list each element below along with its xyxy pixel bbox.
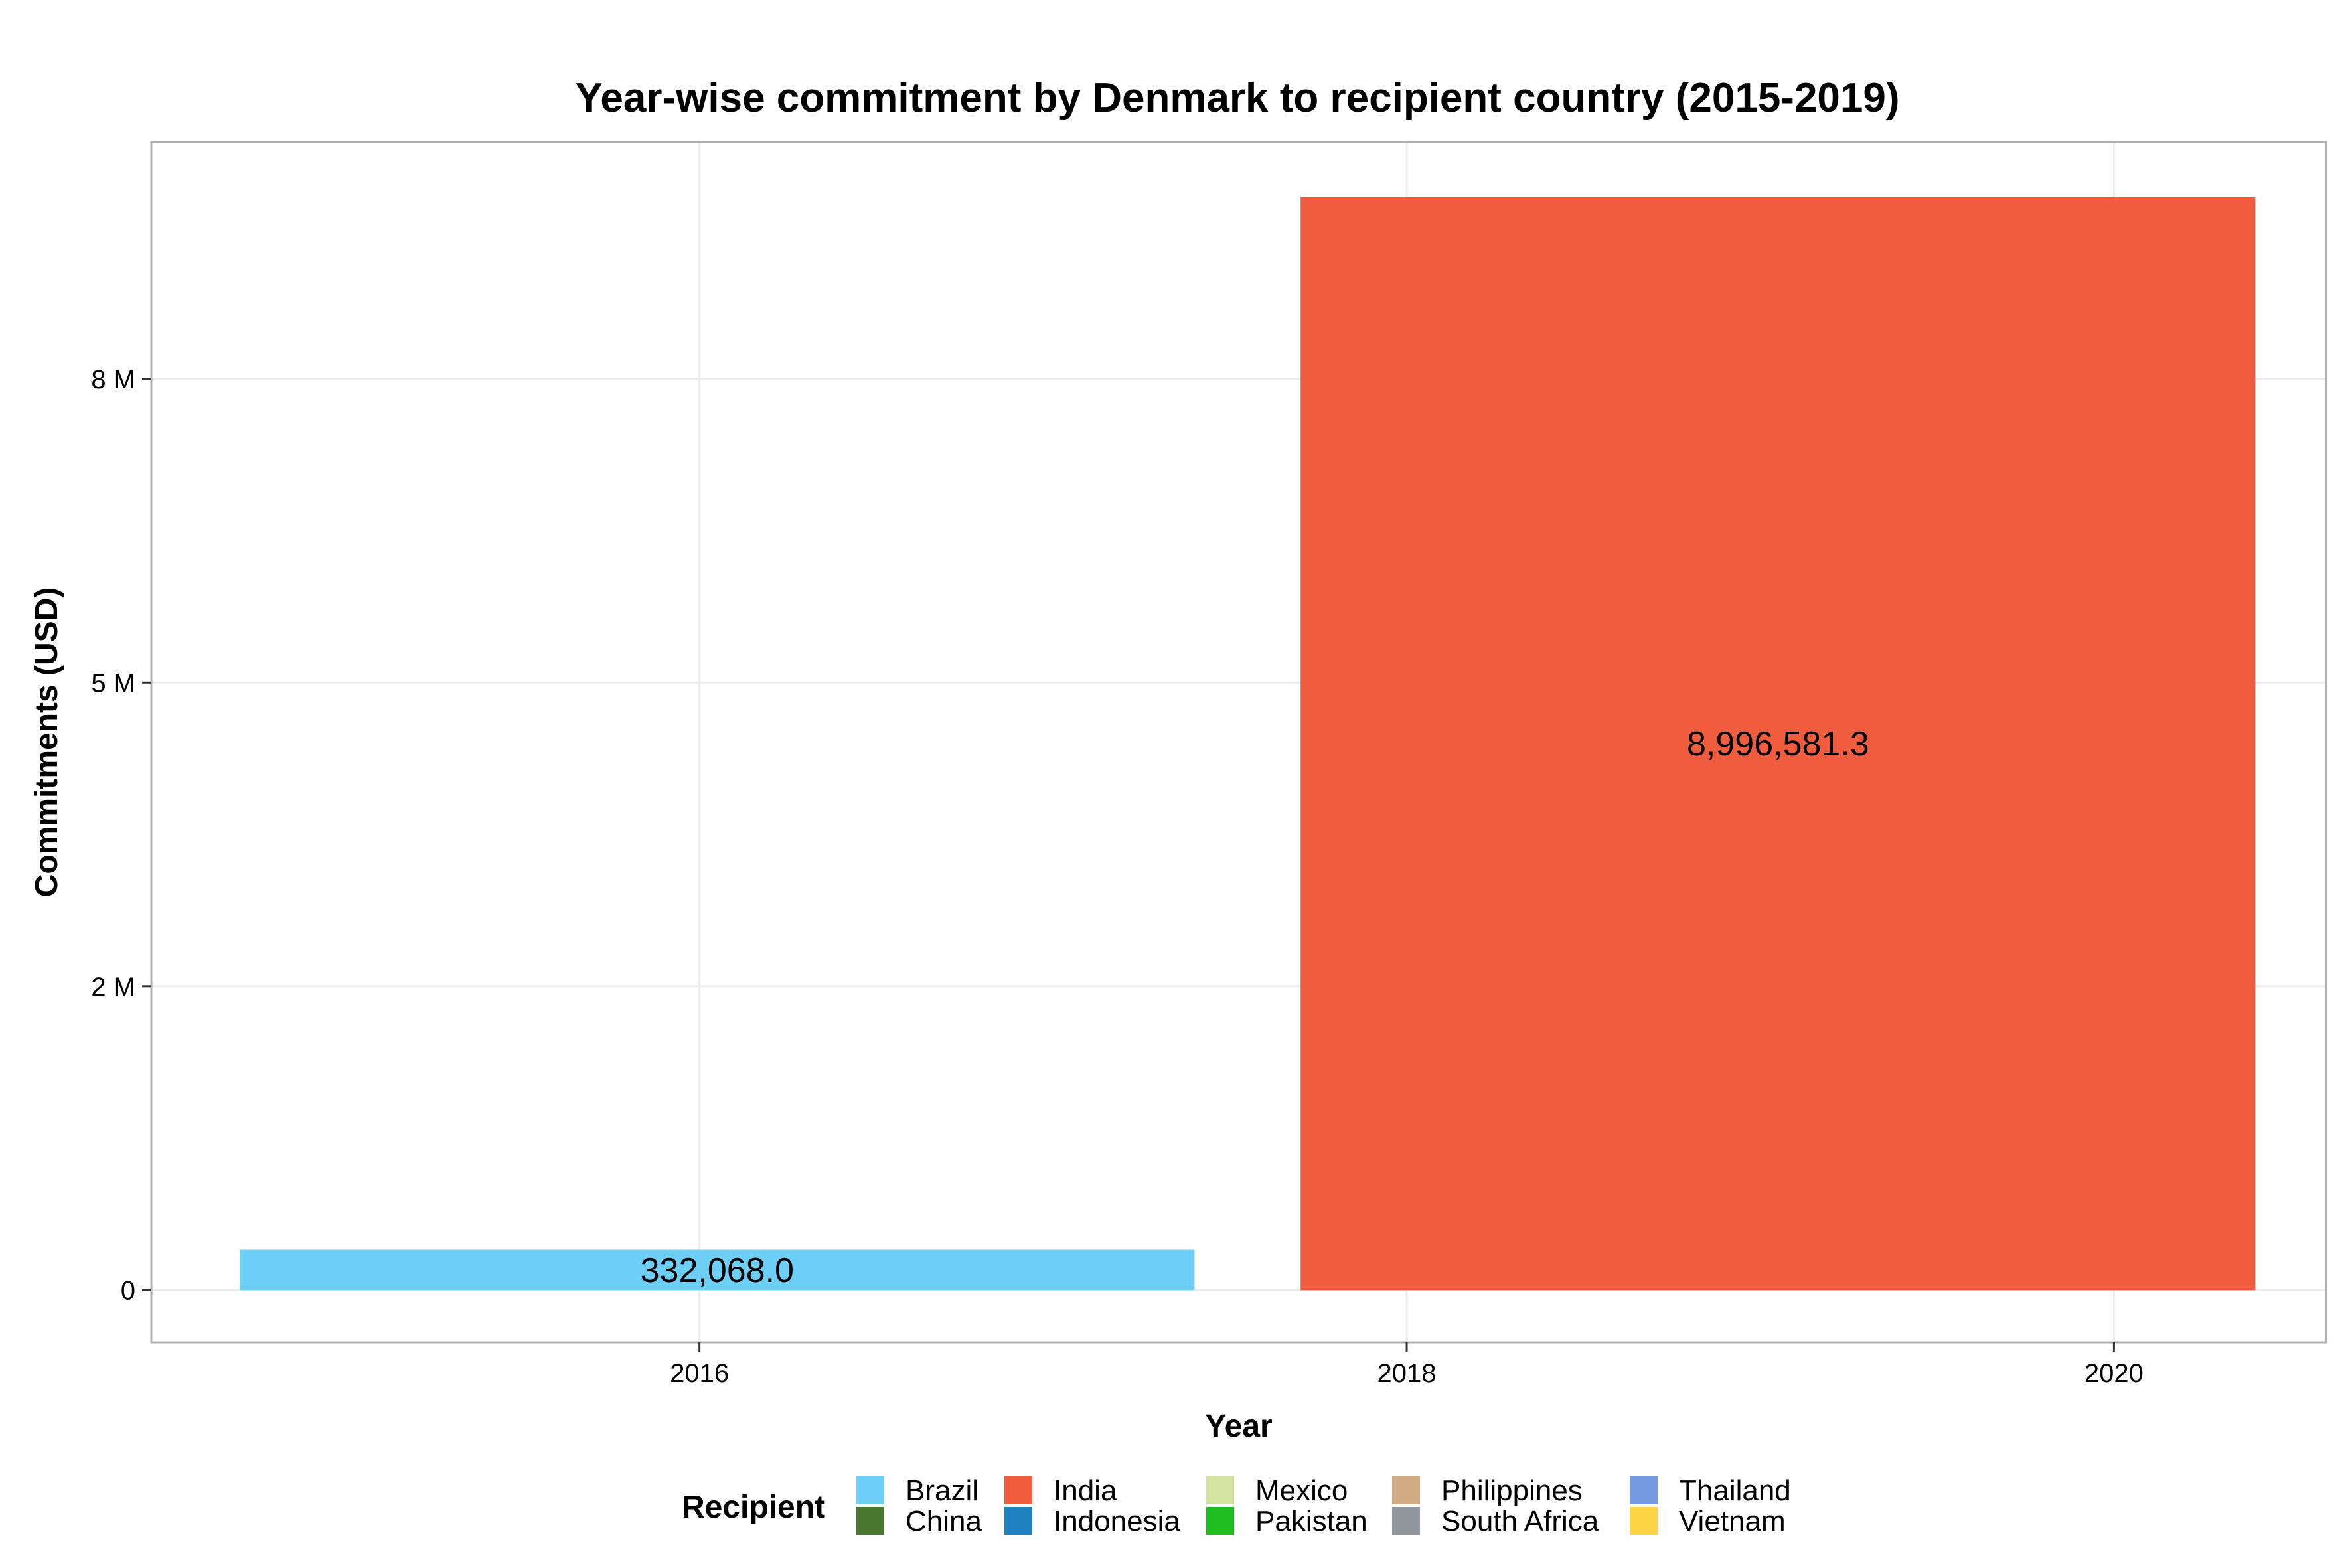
legend-item-label: Vietnam	[1679, 1505, 1786, 1537]
bar-brazil	[240, 1249, 1195, 1291]
legend-item-label: Philippines	[1441, 1474, 1583, 1507]
y-tick-label: 2 M	[91, 973, 135, 1002]
legend-item-label: Indonesia	[1054, 1505, 1180, 1537]
y-axis: 0 2 M 5 M 8 M	[91, 365, 151, 1305]
legend-item-label: Pakistan	[1255, 1505, 1368, 1537]
x-tick-label: 2018	[1377, 1359, 1437, 1388]
legend-item-label: Thailand	[1679, 1474, 1791, 1507]
legend-swatch	[856, 1476, 884, 1504]
legend-item-label: China	[905, 1505, 982, 1537]
data-label: 332,068.0	[641, 1251, 794, 1290]
legend-swatch	[1630, 1476, 1658, 1504]
bar-india	[1300, 196, 2256, 1291]
x-tick-label: 2016	[670, 1359, 729, 1388]
legend-swatch	[856, 1507, 884, 1535]
legend-item-label: Mexico	[1255, 1474, 1348, 1507]
legend-swatch	[1206, 1476, 1234, 1504]
legend-swatch	[1004, 1507, 1032, 1535]
legend-title: Recipient	[682, 1490, 825, 1525]
legend-swatch	[1392, 1507, 1420, 1535]
legend-swatch	[1630, 1507, 1658, 1535]
legend-swatch	[1392, 1476, 1420, 1504]
legend-item-label: India	[1054, 1474, 1117, 1507]
y-tick-label: 5 M	[91, 668, 135, 698]
data-label: 8,996,581.3	[1687, 725, 1869, 763]
legend-swatch	[1004, 1476, 1032, 1504]
y-axis-title: Commitments (USD)	[29, 588, 64, 898]
x-axis: 2016 2018 2020	[670, 1342, 2144, 1388]
legend-item-label: South Africa	[1441, 1505, 1599, 1537]
y-tick-label: 0	[121, 1276, 135, 1305]
x-axis-title: Year	[1205, 1409, 1272, 1444]
bars: 332,068.0 8,996,581.3	[240, 196, 2256, 1291]
y-tick-label: 8 M	[91, 365, 135, 394]
plot-border	[150, 141, 2327, 1344]
x-tick-label: 2020	[2084, 1359, 2144, 1388]
legend-swatch	[1206, 1507, 1234, 1535]
chart-title: Year-wise commitment by Denmark to recip…	[575, 75, 1899, 121]
legend-item-label: Brazil	[905, 1474, 979, 1507]
